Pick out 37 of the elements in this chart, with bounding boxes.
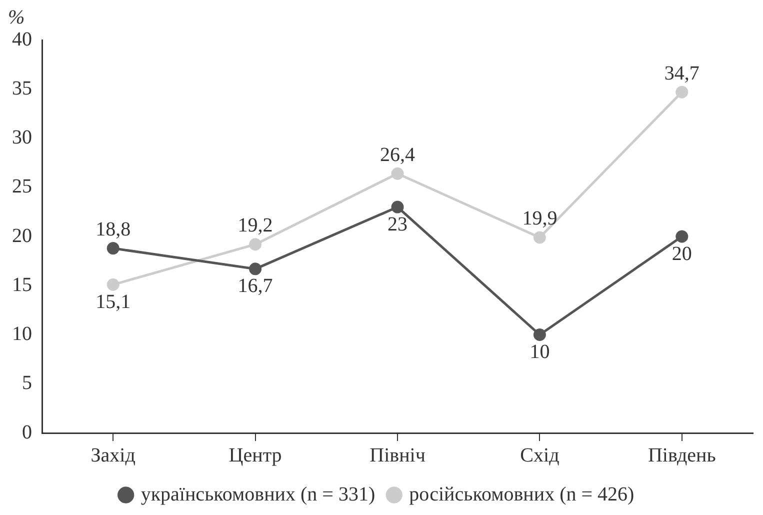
legend-label: російськомовних (n = 426) bbox=[409, 483, 634, 506]
point bbox=[676, 230, 688, 243]
data-label: 19,2 bbox=[238, 214, 273, 237]
data-label: 15,1 bbox=[96, 290, 131, 313]
y-tick-label: 35 bbox=[12, 77, 32, 100]
y-tick-label: 5 bbox=[22, 372, 32, 394]
point bbox=[106, 278, 120, 291]
point bbox=[533, 328, 546, 341]
point bbox=[249, 262, 262, 276]
data-label: 18,8 bbox=[96, 218, 131, 241]
data-label: 16,7 bbox=[238, 275, 273, 298]
data-label: 19,9 bbox=[522, 208, 558, 230]
point bbox=[533, 231, 546, 244]
x-tick-label: Центр bbox=[228, 444, 282, 466]
y-axis-title: % bbox=[8, 6, 25, 28]
data-label: 20 bbox=[672, 242, 692, 265]
y-tick-label: 40 bbox=[12, 28, 32, 50]
data-label: 23 bbox=[388, 213, 408, 236]
x-tick-label: Північ bbox=[370, 444, 426, 466]
legend-label: українськомовних (n = 331) bbox=[140, 483, 376, 506]
y-tick-label: 20 bbox=[12, 224, 32, 247]
point bbox=[106, 242, 120, 255]
point bbox=[391, 167, 404, 180]
x-tick-label: Схід bbox=[520, 444, 560, 466]
data-label: 10 bbox=[530, 341, 550, 363]
data-label: 34,7 bbox=[664, 62, 700, 84]
y-tick-label: 15 bbox=[12, 274, 32, 296]
y-tick-label: 25 bbox=[12, 176, 32, 198]
point bbox=[249, 238, 262, 251]
x-tick-label: Південь bbox=[648, 444, 716, 466]
y-tick-label: 30 bbox=[12, 126, 32, 148]
point bbox=[391, 200, 404, 214]
y-tick-label: 10 bbox=[12, 323, 32, 345]
data-label: 26,4 bbox=[380, 144, 415, 166]
y-tick-label: 0 bbox=[22, 421, 32, 444]
x-tick-label: Захід bbox=[90, 444, 136, 466]
point bbox=[676, 86, 688, 98]
